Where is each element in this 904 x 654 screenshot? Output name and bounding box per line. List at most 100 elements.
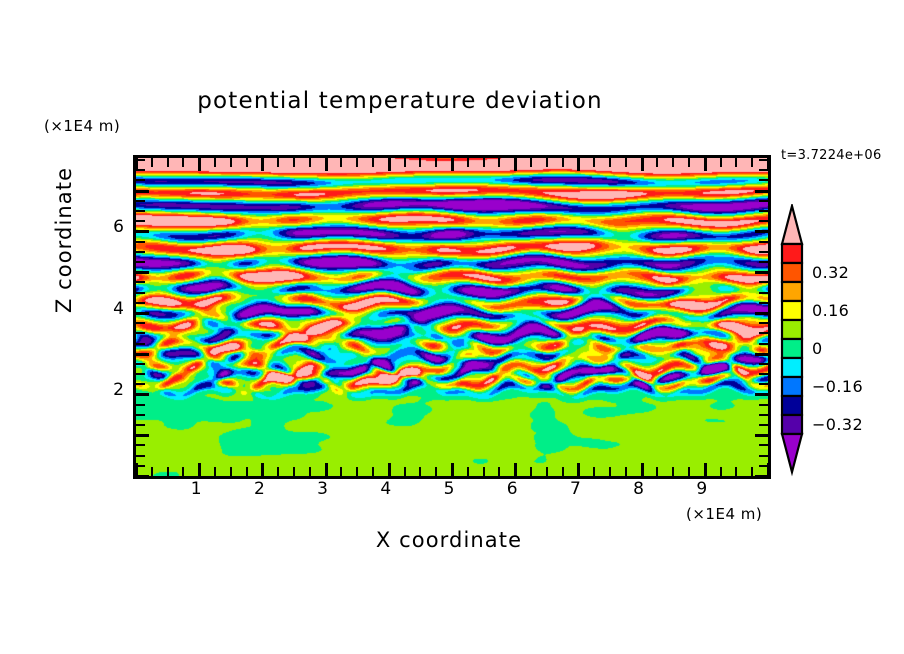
y-tick-mark — [136, 403, 145, 406]
y-tick-mark — [136, 434, 149, 438]
x-tick-mark — [688, 158, 690, 167]
x-tick-mark — [150, 467, 153, 476]
y-tick-mark — [755, 393, 768, 397]
y-tick-mark — [136, 179, 145, 182]
x-tick-mark — [261, 158, 265, 171]
y-tick-mark — [759, 444, 768, 447]
y-tick-mark — [136, 383, 145, 386]
x-tick-mark — [672, 158, 675, 167]
y-tick-mark — [759, 169, 768, 172]
y-tick-mark — [136, 169, 145, 172]
x-tick-mark — [561, 467, 564, 476]
y-tick-mark — [759, 210, 768, 212]
x-tick-mark — [387, 158, 391, 171]
x-tick-mark — [277, 467, 280, 476]
y-tick-mark — [136, 352, 149, 356]
x-tick-label: 1 — [190, 479, 202, 499]
x-tick-mark — [577, 463, 581, 476]
y-tick-mark — [755, 230, 768, 234]
x-tick-mark — [719, 467, 722, 476]
y-tick-mark — [755, 311, 768, 315]
y-tick-mark — [755, 475, 768, 476]
x-tick-mark — [593, 467, 596, 476]
x-tick-label: 6 — [506, 479, 518, 499]
x-tick-mark — [498, 467, 501, 476]
y-tick-mark — [136, 220, 145, 223]
y-axis-unit-label: (×1E4 m) — [44, 117, 121, 135]
y-tick-mark — [136, 444, 145, 447]
x-tick-mark — [182, 158, 185, 167]
x-tick-mark — [277, 158, 280, 167]
y-tick-mark — [759, 424, 768, 427]
y-tick-mark — [136, 159, 145, 162]
y-tick-mark — [755, 434, 768, 438]
y-tick-label: 4 — [113, 298, 124, 319]
x-tick-mark — [340, 467, 343, 476]
page-title: potential temperature deviation — [197, 88, 603, 114]
x-tick-mark — [182, 467, 185, 476]
x-tick-mark — [466, 158, 469, 167]
x-tick-label: 8 — [633, 479, 644, 499]
y-tick-mark — [136, 311, 149, 315]
y-tick-mark — [759, 403, 768, 406]
y-tick-mark — [759, 301, 768, 304]
y-tick-mark — [136, 362, 145, 365]
x-tick-mark — [340, 158, 343, 167]
y-tick-mark — [136, 342, 145, 345]
y-tick-mark — [759, 281, 768, 284]
x-tick-mark — [719, 158, 722, 167]
x-tick-mark — [609, 467, 611, 476]
x-tick-mark — [735, 467, 738, 476]
x-tick-mark — [372, 158, 374, 167]
x-tick-mark — [214, 158, 216, 167]
y-tick-mark — [136, 373, 145, 376]
x-tick-label: 4 — [380, 479, 392, 499]
x-tick-mark — [419, 467, 422, 476]
y-tick-mark — [759, 373, 768, 376]
y-tick-mark — [759, 454, 768, 457]
x-tick-mark — [656, 158, 659, 167]
y-tick-mark — [136, 413, 145, 416]
y-tick-mark — [759, 291, 768, 294]
x-tick-mark — [214, 467, 216, 476]
x-tick-label: 3 — [317, 479, 328, 499]
y-axis-title: Z coordinate — [52, 166, 76, 314]
y-tick-mark — [136, 464, 145, 467]
y-tick-mark — [136, 475, 149, 476]
x-tick-mark — [324, 463, 328, 476]
x-tick-mark — [593, 158, 596, 167]
x-tick-mark — [198, 158, 202, 171]
x-tick-mark — [640, 463, 644, 476]
x-tick-mark — [403, 467, 406, 476]
x-tick-mark — [136, 158, 138, 171]
x-tick-mark — [482, 467, 485, 476]
x-tick-mark — [451, 463, 454, 476]
y-tick-mark — [136, 271, 149, 275]
x-tick-mark — [688, 467, 690, 476]
x-tick-mark — [136, 463, 138, 476]
x-tick-mark — [293, 467, 295, 476]
colorbar-tick-label: 0.32 — [812, 262, 850, 282]
x-tick-mark — [703, 158, 707, 171]
contour-plot-area — [133, 155, 771, 479]
y-tick-mark — [136, 250, 145, 253]
x-tick-mark — [229, 467, 232, 476]
y-tick-mark — [759, 322, 768, 325]
x-tick-mark — [308, 467, 311, 476]
y-tick-mark — [759, 332, 768, 335]
x-tick-mark — [245, 158, 248, 167]
x-tick-mark — [767, 463, 768, 476]
x-tick-mark — [419, 158, 422, 167]
x-tick-mark — [498, 158, 501, 167]
x-axis-title: X coordinate — [375, 528, 523, 552]
y-tick-mark — [136, 393, 149, 397]
y-tick-mark — [759, 220, 768, 223]
y-tick-mark — [759, 464, 768, 467]
time-annotation: t=3.7224e+06 — [781, 148, 882, 163]
x-tick-mark — [672, 467, 675, 476]
y-tick-mark — [136, 291, 145, 294]
x-tick-mark — [308, 158, 311, 167]
x-tick-mark — [703, 463, 707, 476]
x-tick-label: 2 — [253, 479, 265, 499]
x-tick-mark — [751, 467, 754, 476]
